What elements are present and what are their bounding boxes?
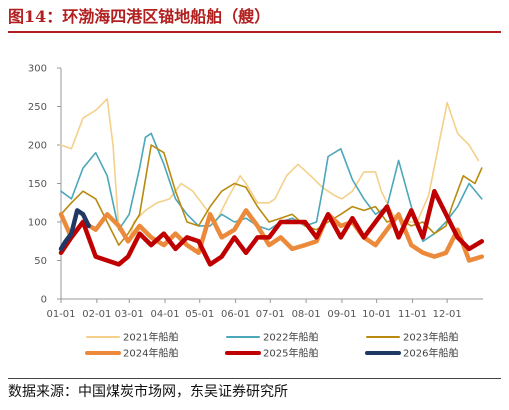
series-line-2026 [58,208,91,252]
series-line-2023 [60,144,483,246]
legend-label-2023: 2023年船舶 [403,331,458,344]
x-tick-label: 12-01 [433,309,462,320]
y-tick-label: 150 [28,179,47,190]
figure-title: 图14：环渤海四港区锚地船舶（艘） [8,7,271,26]
x-tick-label: 06-01 [221,309,250,320]
y-tick-label: 0 [41,295,47,306]
y-tick-label: 100 [28,218,47,229]
x-tick-label: 05-01 [185,309,214,320]
x-tick-label: 11-01 [398,309,427,320]
series-lines [58,98,485,267]
legend-label-2022: 2022年船舶 [263,331,318,344]
y-tick-label: 50 [34,256,47,267]
series-line-2025 [58,188,485,267]
x-tick-label: 03-01 [115,309,144,320]
legend-label-2026: 2026年船舶 [403,347,458,360]
x-tick-label: 10-01 [362,309,391,320]
legend-label-2021: 2021年船舶 [123,331,178,344]
legend-label-2025: 2025年船舶 [263,347,318,360]
legend-label-2024: 2024年船舶 [123,347,178,360]
y-tick-label: 250 [28,102,47,113]
source-note: 数据来源：中国煤炭市场网，东吴证券研究所 [8,384,288,400]
y-tick-labels: 0 50 100 150 200 250 300 [28,64,61,306]
x-tick-labels: 01-01 02-01 03-01 04-01 05-01 06-01 07-01 08-01… [46,299,462,320]
series-line-2022 [60,132,483,243]
x-tick-label: 01-01 [46,309,75,320]
source-divider [8,378,501,379]
series-line-2024 [58,208,485,263]
x-tick-label: 02-01 [82,309,111,320]
y-tick-label: 200 [28,141,47,152]
x-tick-label: 08-01 [292,309,321,320]
legend: 2021年船舶 2022年船舶 2023年船舶 2024年船舶 2025年船舶 2026年… [85,331,458,360]
x-tick-label: 07-01 [256,309,285,320]
y-tick-label: 300 [28,64,47,75]
x-tick-label: 04-01 [151,309,180,320]
x-tick-label: 09-01 [327,309,356,320]
title-divider [8,31,501,33]
